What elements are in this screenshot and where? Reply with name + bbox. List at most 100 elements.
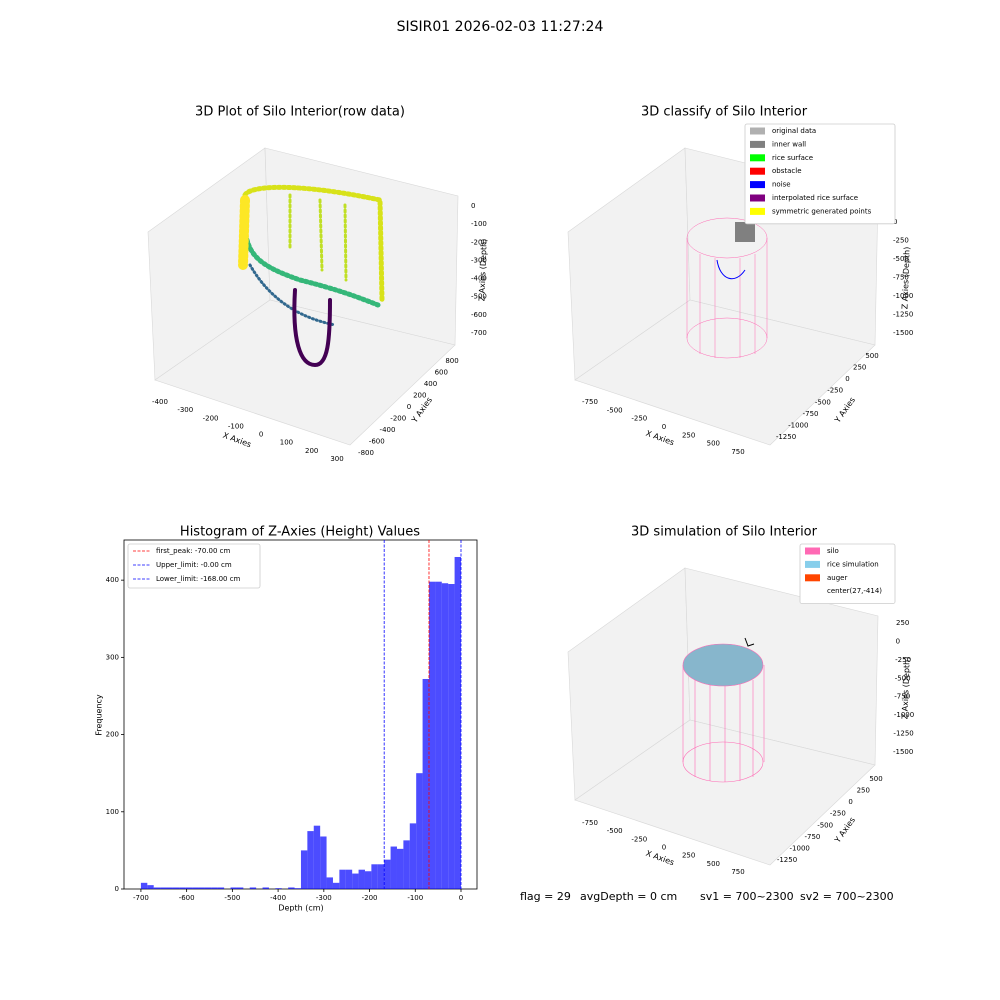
x-tick-label: 250 (682, 852, 695, 860)
z-tick-label: -250 (895, 656, 911, 664)
bar (300, 850, 308, 889)
legend-label: Lower_limit: -168.00 cm (156, 575, 241, 583)
subplot-title: 3D classify of Silo Interior (641, 105, 808, 120)
bar (294, 888, 301, 889)
y-tick-label: 200 (106, 731, 119, 739)
status-text: sv1 = 700~2300 (700, 890, 794, 903)
bar (428, 581, 436, 889)
y-tick-label: 500 (869, 775, 882, 783)
y-tick-label: -500 (817, 821, 833, 829)
y-tick-label: 500 (865, 352, 878, 360)
z-tick-label: 0 (896, 637, 900, 645)
legend-label: auger (827, 574, 847, 582)
bar (307, 831, 314, 889)
silo-wireframe (686, 217, 768, 359)
legend-label: original data (772, 127, 816, 135)
x-tick-label: -100 (228, 422, 244, 430)
z-tick-label: 0 (471, 202, 475, 210)
legend-label: symmetric generated points (772, 207, 872, 215)
x-axis-label: Depth (cm) (278, 904, 323, 913)
x-tick-label: 0 (662, 423, 666, 431)
z-tick-label: -1500 (893, 748, 913, 756)
bar (448, 584, 455, 889)
x-tick-label: 0 (662, 844, 666, 852)
legend-swatch (750, 181, 765, 189)
x-tick-label: 750 (731, 868, 744, 876)
x-tick-label: 500 (707, 440, 720, 448)
bar (275, 888, 282, 889)
x-tick-label: 250 (682, 431, 695, 439)
y-tick-label: 300 (106, 653, 119, 661)
y-tick-label: 400 (424, 380, 437, 388)
z-tick-label: 250 (896, 619, 909, 627)
z-tick-label: -500 (471, 293, 487, 301)
x-tick-label: -200 (203, 414, 219, 422)
y-tick-label: -250 (827, 387, 843, 395)
panes-1 (147, 147, 459, 446)
bar (140, 882, 148, 889)
y-tick-label: -1000 (788, 421, 808, 429)
z-tick-label: -400 (471, 275, 487, 283)
x-tick-label: -250 (631, 415, 647, 423)
x-tick-label: -500 (224, 894, 240, 902)
z-tick-label: -1000 (893, 292, 913, 300)
x-tick-label: -200 (362, 894, 378, 902)
bar (396, 848, 404, 889)
bar (332, 882, 340, 889)
bar (160, 887, 167, 889)
y-tick-label: 200 (413, 392, 426, 400)
z-tick-label: -250 (893, 237, 909, 245)
y-tick-label: 0 (407, 403, 411, 411)
legend-label: first_peak: -70.00 cm (156, 547, 230, 555)
x-tick-label: 0 (459, 894, 463, 902)
legend-swatch (805, 560, 820, 568)
x-tick-label: -100 (407, 894, 423, 902)
bar (409, 823, 417, 889)
legend-label: inner wall (772, 140, 806, 148)
y-axis-label: Frequency (95, 694, 104, 736)
point-cloud (238, 184, 385, 368)
x-tick-label: -300 (316, 894, 332, 902)
y-tick-label: -1000 (790, 844, 810, 852)
x-tick-label: -750 (582, 398, 598, 406)
bar (326, 877, 333, 889)
bar (441, 583, 449, 889)
y-tick-label: 600 (435, 369, 448, 377)
z-axis-label: Z Axies (Depth) (477, 239, 488, 302)
bar (230, 887, 237, 889)
y-tick-label: -750 (804, 833, 820, 841)
z-tick-label: -1250 (893, 730, 913, 738)
status-text: avgDepth = 0 cm (580, 890, 677, 903)
x-tick-label: 300 (330, 455, 343, 463)
status-text: sv2 = 700~2300 (800, 890, 894, 903)
x-tick-label: -750 (582, 819, 598, 827)
y-tick-label: -400 (380, 426, 396, 434)
x-tick-label: 100 (280, 439, 293, 447)
z-tick-label: -1000 (894, 711, 914, 719)
y-tick-label: 0 (845, 375, 849, 383)
bar (454, 556, 461, 889)
x-tick-label: -600 (179, 894, 195, 902)
x-tick-label: -250 (631, 835, 647, 843)
legend-swatch (750, 140, 765, 148)
x-tick-label: 0 (259, 431, 263, 439)
y-tick-label: 250 (857, 787, 870, 795)
z-tick-label: -750 (893, 274, 909, 282)
z-tick-label: -700 (471, 329, 487, 337)
y-tick-label: -800 (358, 449, 374, 457)
bar (384, 859, 391, 889)
legend-label: rice surface (772, 154, 813, 162)
bar (153, 887, 161, 889)
y-tick-label: 400 (106, 576, 119, 584)
bar (364, 871, 372, 889)
legend-swatch (750, 127, 765, 135)
y-tick-label: -750 (803, 410, 819, 418)
bar (403, 840, 410, 889)
bar (198, 887, 205, 889)
bar (371, 864, 378, 889)
y-tick-label: 800 (445, 357, 458, 365)
legend-swatch (750, 194, 765, 202)
bar (185, 887, 193, 889)
y-tick-label: 0 (848, 798, 852, 806)
